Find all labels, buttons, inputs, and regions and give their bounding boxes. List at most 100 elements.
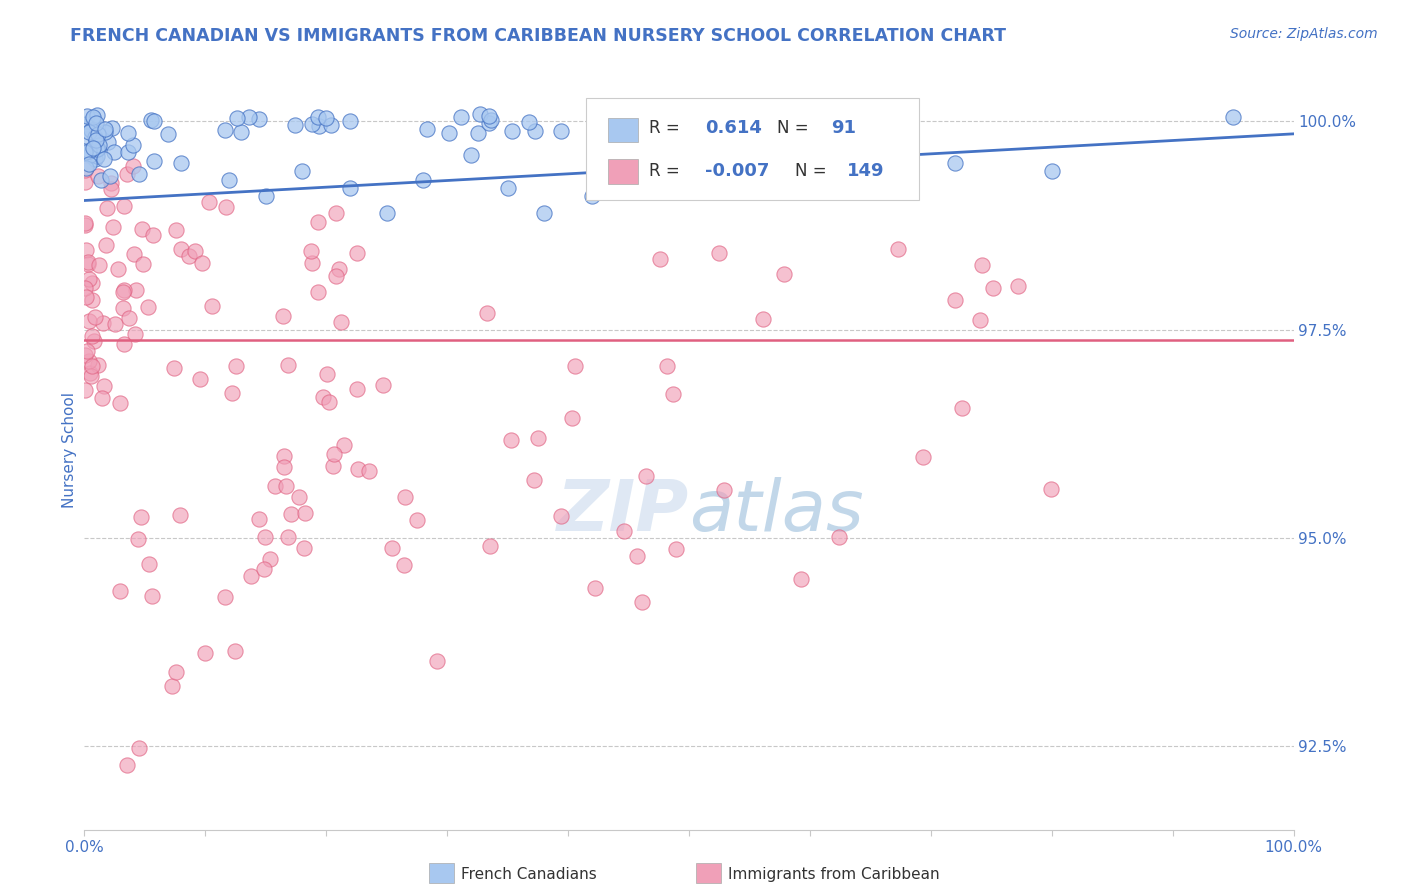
Point [477, 306, 499, 320]
Point [117, 126, 139, 140]
Point [325, 206, 347, 220]
Point [307, 215, 329, 229]
Point [416, 122, 439, 136]
Point [132, 257, 155, 271]
Point [280, 508, 302, 522]
Point [752, 311, 775, 326]
Text: Source: ZipAtlas.com: Source: ZipAtlas.com [1230, 27, 1378, 41]
Point [273, 309, 295, 323]
Point [107, 262, 129, 277]
Text: FRENCH CANADIAN VS IMMIGRANTS FROM CARIBBEAN NURSERY SCHOOL CORRELATION CHART: FRENCH CANADIAN VS IMMIGRANTS FROM CARIB… [70, 27, 1007, 45]
Point [103, 145, 125, 160]
Point [911, 450, 934, 465]
Point [322, 459, 344, 474]
Text: French Canadians: French Canadians [461, 867, 598, 881]
Point [77, 145, 100, 159]
Point [122, 247, 145, 261]
Point [112, 337, 135, 351]
Point [308, 120, 330, 134]
Point [73, 162, 96, 177]
Point [138, 558, 160, 572]
Point [713, 483, 735, 498]
Point [191, 256, 214, 270]
Point [108, 396, 131, 410]
Point [82, 112, 104, 127]
Point [83, 334, 105, 348]
Point [96, 202, 118, 216]
Point [277, 358, 299, 372]
Point [94, 238, 117, 252]
Point [346, 461, 368, 475]
Point [170, 242, 193, 256]
Point [249, 512, 271, 526]
Point [73, 216, 96, 230]
Point [533, 206, 555, 220]
Point [654, 172, 676, 186]
Point [77, 313, 100, 327]
Point [84, 133, 107, 147]
Point [79, 148, 101, 162]
Point [264, 479, 287, 493]
Point [142, 114, 165, 128]
Point [142, 154, 165, 169]
Point [527, 431, 550, 445]
Point [80, 359, 103, 373]
Point [371, 378, 394, 392]
Text: ZIP: ZIP [557, 476, 689, 546]
Point [661, 387, 683, 401]
Point [254, 189, 277, 203]
Point [75, 290, 97, 304]
Point [93, 379, 115, 393]
Point [394, 558, 416, 572]
Point [664, 541, 686, 556]
Point [301, 256, 323, 270]
Point [564, 359, 586, 373]
Point [214, 591, 236, 605]
Point [89, 258, 111, 272]
Point [307, 285, 329, 299]
Point [114, 283, 136, 297]
Point [75, 244, 97, 258]
Point [225, 359, 247, 373]
Point [139, 113, 162, 128]
Point [73, 145, 96, 159]
Point [76, 109, 98, 123]
Point [478, 109, 501, 123]
Point [218, 172, 240, 186]
Text: atlas: atlas [689, 476, 863, 546]
Point [86, 108, 108, 122]
Point [517, 115, 540, 129]
Point [122, 159, 145, 173]
Point [75, 161, 97, 175]
Point [77, 125, 100, 139]
Point [316, 368, 339, 382]
Point [224, 644, 246, 658]
Point [346, 246, 368, 260]
Point [859, 156, 882, 170]
Point [325, 268, 347, 283]
Point [91, 316, 114, 330]
Point [87, 137, 110, 152]
Point [188, 372, 211, 386]
Point [84, 130, 107, 145]
Point [122, 137, 145, 152]
Text: N =: N = [778, 120, 808, 137]
Point [215, 200, 238, 214]
Point [613, 524, 636, 538]
Point [127, 532, 149, 546]
Point [284, 118, 307, 132]
Point [165, 223, 187, 237]
Point [184, 244, 207, 259]
Point [77, 157, 100, 171]
Point [75, 128, 97, 143]
Point [75, 383, 97, 397]
Point [550, 508, 572, 523]
Point [79, 366, 101, 380]
Point [84, 310, 107, 325]
Point [252, 561, 274, 575]
Point [87, 143, 110, 157]
Point [128, 740, 150, 755]
Point [231, 125, 253, 139]
Point [165, 665, 187, 679]
Point [468, 107, 491, 121]
